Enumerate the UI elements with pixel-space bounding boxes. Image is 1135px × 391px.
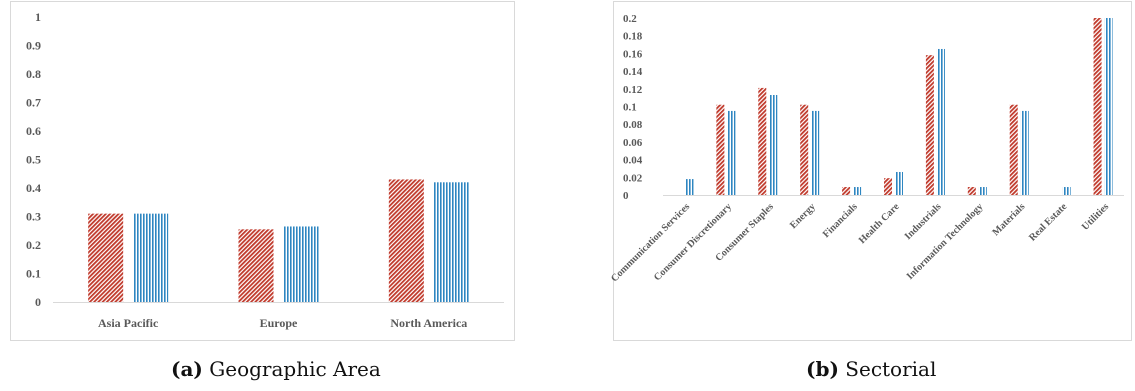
bar-health-care-series-1 <box>884 178 892 195</box>
y-tick-label: 0.6 <box>26 124 41 138</box>
x-tick-label: Materials <box>991 201 1028 238</box>
y-tick-label: 0.4 <box>26 181 41 195</box>
bar-europe-series-1 <box>238 229 274 302</box>
bar-utilities-series-2 <box>1104 18 1113 195</box>
y-tick-label: 0.02 <box>623 172 643 184</box>
x-tick-label: North America <box>390 316 467 330</box>
caption-b: (b) Sectorial <box>806 357 936 381</box>
y-tick-label: 0.1 <box>623 102 637 114</box>
y-tick-label: 0.1 <box>26 267 41 281</box>
y-tick-label: 0 <box>623 190 629 202</box>
caption-a-letter: (a) <box>171 357 203 381</box>
bar-consumer-staples-series-1 <box>758 87 767 195</box>
bar-financials-series-1 <box>842 187 851 195</box>
bar-materials-series-1 <box>1009 104 1018 195</box>
x-tick-label: Utilities <box>1080 201 1111 232</box>
y-tick-label: 0.14 <box>623 66 643 78</box>
bar-asia-pacific-series-1 <box>88 213 124 302</box>
sectorial-chart-svg: 0 0.02 0.04 0.06 0.08 0.1 0.12 0.14 0.16 0.18 0.2 C… <box>609 13 1124 284</box>
bar-information-technology-series-1 <box>967 187 976 195</box>
bar-real-estate-series-2 <box>1062 187 1071 195</box>
bar-industrials-series-1 <box>925 55 934 195</box>
bar-energy-series-1 <box>800 104 809 195</box>
bar-financials-series-2 <box>853 187 862 195</box>
bar-consumer-staples-series-2 <box>769 94 778 195</box>
x-tick-label: Information Technology <box>905 201 986 282</box>
y-tick-label: 0.06 <box>623 137 643 149</box>
bar-materials-series-2 <box>1020 110 1029 195</box>
y-tick-label: 0.2 <box>623 13 637 25</box>
y-tick-label: 0.04 <box>623 155 643 167</box>
chart-sectorial: 0 0.02 0.04 0.06 0.08 0.1 0.12 0.14 0.16 0.18 0.2 C… <box>609 1 1132 341</box>
bar-asia-pacific-series-2 <box>133 213 169 302</box>
bar-energy-series-2 <box>811 110 820 195</box>
y-tick-label: 0.3 <box>26 210 41 224</box>
y-tick-label: 0.9 <box>26 39 41 53</box>
bar-north-america-series-1 <box>388 179 424 302</box>
caption-b-letter: (b) <box>806 357 839 381</box>
bar-utilities-series-1 <box>1093 18 1102 195</box>
y-tick-label: 0.12 <box>623 84 643 96</box>
x-tick-label: Health Care <box>857 201 902 246</box>
bar-health-care-series-2 <box>895 171 903 195</box>
y-tick-label: 0.5 <box>26 153 41 167</box>
bar-europe-series-2 <box>283 226 319 302</box>
bar-consumer-discretionary-series-2 <box>727 110 736 195</box>
caption-a-text: Geographic Area <box>209 357 381 381</box>
geographic-area-chart-svg: 0 0.1 0.2 0.3 0.4 0.5 0.6 0.7 0.8 0.9 1 Asia Pacifi… <box>26 10 504 330</box>
y-tick-label: 0.7 <box>26 96 41 110</box>
x-tick-label: Communication Services <box>609 201 692 284</box>
x-tick-label: Energy <box>788 201 818 231</box>
x-tick-label: Real Estate <box>1027 201 1070 244</box>
bar-communication-services-series-2 <box>685 179 694 195</box>
caption-b-text: Sectorial <box>845 357 937 381</box>
bar-consumer-discretionary-series-1 <box>716 104 725 195</box>
y-tick-label: 0.8 <box>26 67 41 81</box>
x-tick-label: Financials <box>821 201 860 240</box>
y-tick-label: 0.18 <box>623 31 643 43</box>
caption-a: (a) Geographic Area <box>171 357 381 381</box>
bar-north-america-series-2 <box>433 182 469 302</box>
bar-information-technology-series-2 <box>978 187 987 195</box>
y-tick-label: 0.16 <box>623 48 643 60</box>
y-tick-label: 1 <box>35 10 41 24</box>
chart-geographic-area: 0 0.1 0.2 0.3 0.4 0.5 0.6 0.7 0.8 0.9 1 Asia Pacifi… <box>10 1 515 341</box>
bar-industrials-series-2 <box>936 48 945 195</box>
y-tick-label: 0 <box>35 295 41 309</box>
y-tick-label: 0.08 <box>623 119 643 131</box>
x-tick-label: Industrials <box>903 201 944 242</box>
x-tick-label: Europe <box>260 316 298 330</box>
y-tick-label: 0.2 <box>26 238 41 252</box>
x-tick-label: Consumer Discretionary <box>652 201 734 283</box>
x-tick-label: Asia Pacific <box>98 316 159 330</box>
